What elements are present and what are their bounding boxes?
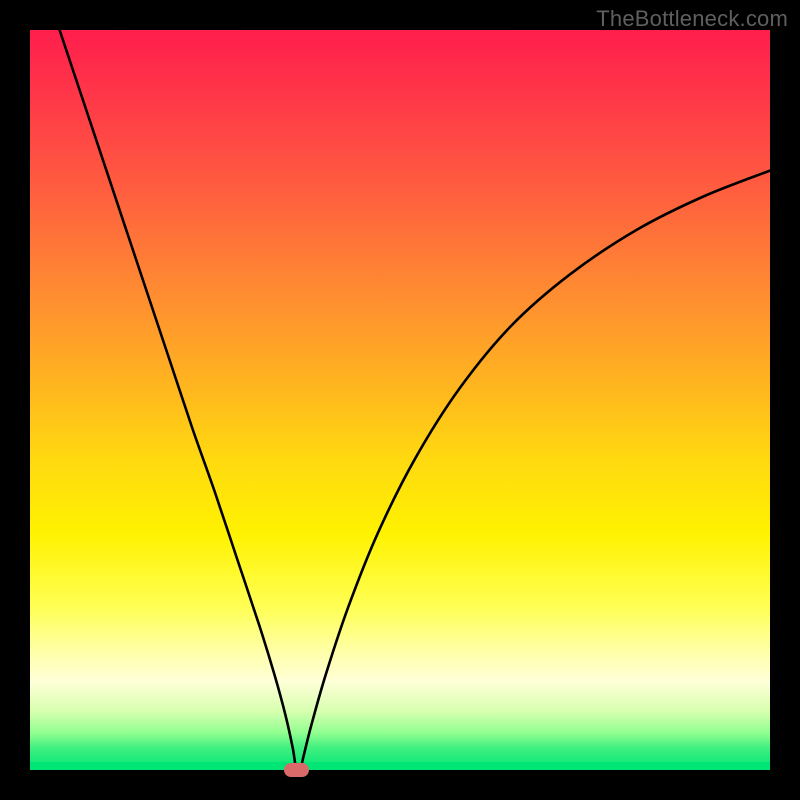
plot-area [30,30,770,770]
curve-path [60,30,770,770]
minimum-marker [284,763,309,776]
bottleneck-curve [30,30,770,770]
watermark-text: TheBottleneck.com [596,6,788,32]
